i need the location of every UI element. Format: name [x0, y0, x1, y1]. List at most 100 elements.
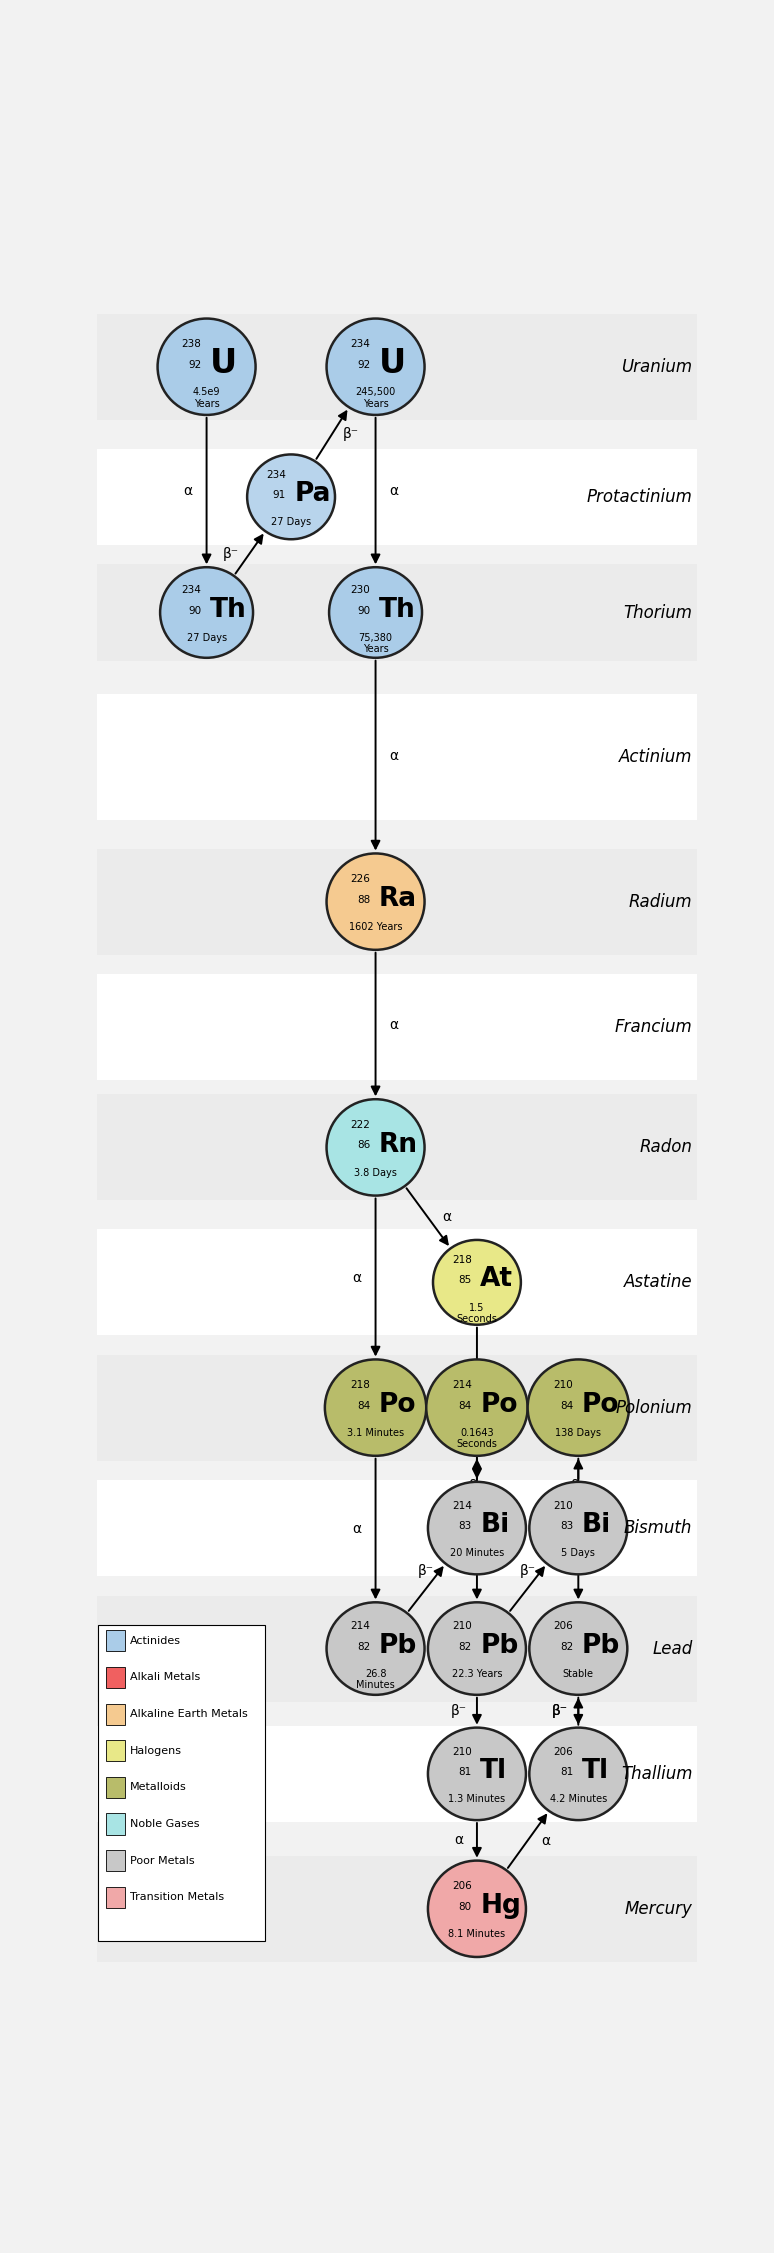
Bar: [106, 1850, 125, 1872]
Text: β⁻: β⁻: [552, 1703, 568, 1719]
Text: Hg: Hg: [481, 1893, 521, 1920]
Text: α: α: [592, 1523, 601, 1537]
Text: 4.2 Minutes: 4.2 Minutes: [550, 1793, 607, 1805]
Ellipse shape: [327, 854, 425, 951]
Text: Thallium: Thallium: [621, 1764, 693, 1782]
Text: 210: 210: [452, 1622, 472, 1631]
Text: 234: 234: [351, 340, 371, 349]
Bar: [97, 1595, 697, 1701]
Text: 80: 80: [459, 1902, 472, 1913]
Text: Polonium: Polonium: [615, 1399, 693, 1417]
Text: 88: 88: [358, 894, 371, 906]
Text: 27 Days: 27 Days: [187, 633, 227, 642]
Text: 81: 81: [560, 1766, 574, 1778]
Bar: [106, 1739, 125, 1762]
Text: Th: Th: [210, 597, 247, 622]
Ellipse shape: [428, 1728, 526, 1820]
Bar: [97, 313, 697, 419]
Text: 0.1643
Seconds: 0.1643 Seconds: [457, 1428, 498, 1449]
Text: 222: 222: [351, 1120, 371, 1131]
Text: Bismuth: Bismuth: [624, 1519, 693, 1537]
Text: 245,500
Years: 245,500 Years: [355, 388, 396, 408]
Text: Alkaline Earth Metals: Alkaline Earth Metals: [130, 1710, 248, 1719]
Text: Rn: Rn: [379, 1131, 418, 1158]
Text: 210: 210: [553, 1381, 574, 1390]
Text: Tl: Tl: [582, 1757, 609, 1784]
Text: α: α: [389, 748, 399, 762]
Text: Actinium: Actinium: [619, 748, 693, 766]
Bar: [97, 448, 697, 545]
Ellipse shape: [327, 1099, 425, 1196]
Text: Pb: Pb: [379, 1633, 417, 1658]
Text: 8.1 Minutes: 8.1 Minutes: [448, 1929, 505, 1940]
Bar: [97, 973, 697, 1079]
Text: 206: 206: [553, 1622, 574, 1631]
Ellipse shape: [428, 1861, 526, 1958]
Text: β⁻: β⁻: [223, 547, 239, 561]
Text: β⁻: β⁻: [469, 1480, 485, 1494]
Text: β⁻: β⁻: [519, 1564, 536, 1577]
Text: 83: 83: [560, 1521, 574, 1532]
Text: Halogens: Halogens: [130, 1746, 182, 1755]
Text: 3.8 Days: 3.8 Days: [354, 1167, 397, 1178]
Text: 90: 90: [188, 606, 201, 615]
Text: Uranium: Uranium: [622, 358, 693, 376]
Text: 234: 234: [266, 469, 286, 480]
Text: Radon: Radon: [639, 1138, 693, 1156]
Ellipse shape: [428, 1602, 526, 1694]
Text: 82: 82: [459, 1642, 472, 1651]
Text: Bi: Bi: [582, 1512, 611, 1539]
Text: 84: 84: [560, 1401, 574, 1410]
Text: α: α: [454, 1834, 463, 1847]
Ellipse shape: [433, 1239, 521, 1325]
Text: Ra: Ra: [379, 885, 417, 912]
FancyBboxPatch shape: [98, 1624, 265, 1940]
Text: 214: 214: [452, 1381, 472, 1390]
Bar: [106, 1778, 125, 1798]
Text: 218: 218: [452, 1255, 472, 1264]
Text: Tl: Tl: [481, 1757, 508, 1784]
Ellipse shape: [428, 1482, 526, 1575]
Text: α: α: [183, 484, 193, 498]
Text: 234: 234: [182, 586, 201, 595]
Text: 210: 210: [553, 1500, 574, 1512]
Ellipse shape: [329, 568, 422, 658]
Ellipse shape: [247, 455, 335, 538]
Ellipse shape: [529, 1602, 627, 1694]
Text: Noble Gases: Noble Gases: [130, 1818, 199, 1829]
Bar: [106, 1814, 125, 1834]
Text: Astatine: Astatine: [624, 1273, 693, 1291]
Text: Transition Metals: Transition Metals: [130, 1893, 224, 1902]
Text: 1602 Years: 1602 Years: [349, 921, 402, 933]
Text: Po: Po: [379, 1392, 416, 1417]
Text: 82: 82: [358, 1642, 371, 1651]
Text: 1.3 Minutes: 1.3 Minutes: [448, 1793, 505, 1805]
Text: 86: 86: [358, 1140, 371, 1151]
Text: α: α: [389, 1018, 399, 1032]
Text: 20 Minutes: 20 Minutes: [450, 1548, 504, 1559]
Text: Lead: Lead: [652, 1640, 693, 1658]
Bar: [106, 1703, 125, 1726]
Text: β⁻: β⁻: [570, 1480, 587, 1494]
Text: Stable: Stable: [563, 1669, 594, 1678]
Text: Poor Metals: Poor Metals: [130, 1856, 194, 1865]
Text: 206: 206: [553, 1746, 574, 1757]
Text: Pb: Pb: [582, 1633, 620, 1658]
Text: 85: 85: [459, 1275, 472, 1286]
Ellipse shape: [158, 318, 255, 415]
Text: β⁻: β⁻: [342, 428, 358, 442]
Text: U: U: [210, 347, 237, 381]
Text: 3.1 Minutes: 3.1 Minutes: [347, 1428, 404, 1437]
Bar: [106, 1667, 125, 1687]
Bar: [97, 563, 697, 660]
Text: 92: 92: [358, 360, 371, 369]
Bar: [97, 694, 697, 820]
Text: β⁻: β⁻: [418, 1564, 434, 1577]
Text: 4.5e9
Years: 4.5e9 Years: [193, 388, 221, 408]
Text: 230: 230: [351, 586, 371, 595]
Ellipse shape: [325, 1359, 426, 1455]
Text: β⁻: β⁻: [552, 1703, 568, 1719]
Text: Pb: Pb: [481, 1633, 519, 1658]
Bar: [97, 1230, 697, 1336]
Text: 214: 214: [452, 1500, 472, 1512]
